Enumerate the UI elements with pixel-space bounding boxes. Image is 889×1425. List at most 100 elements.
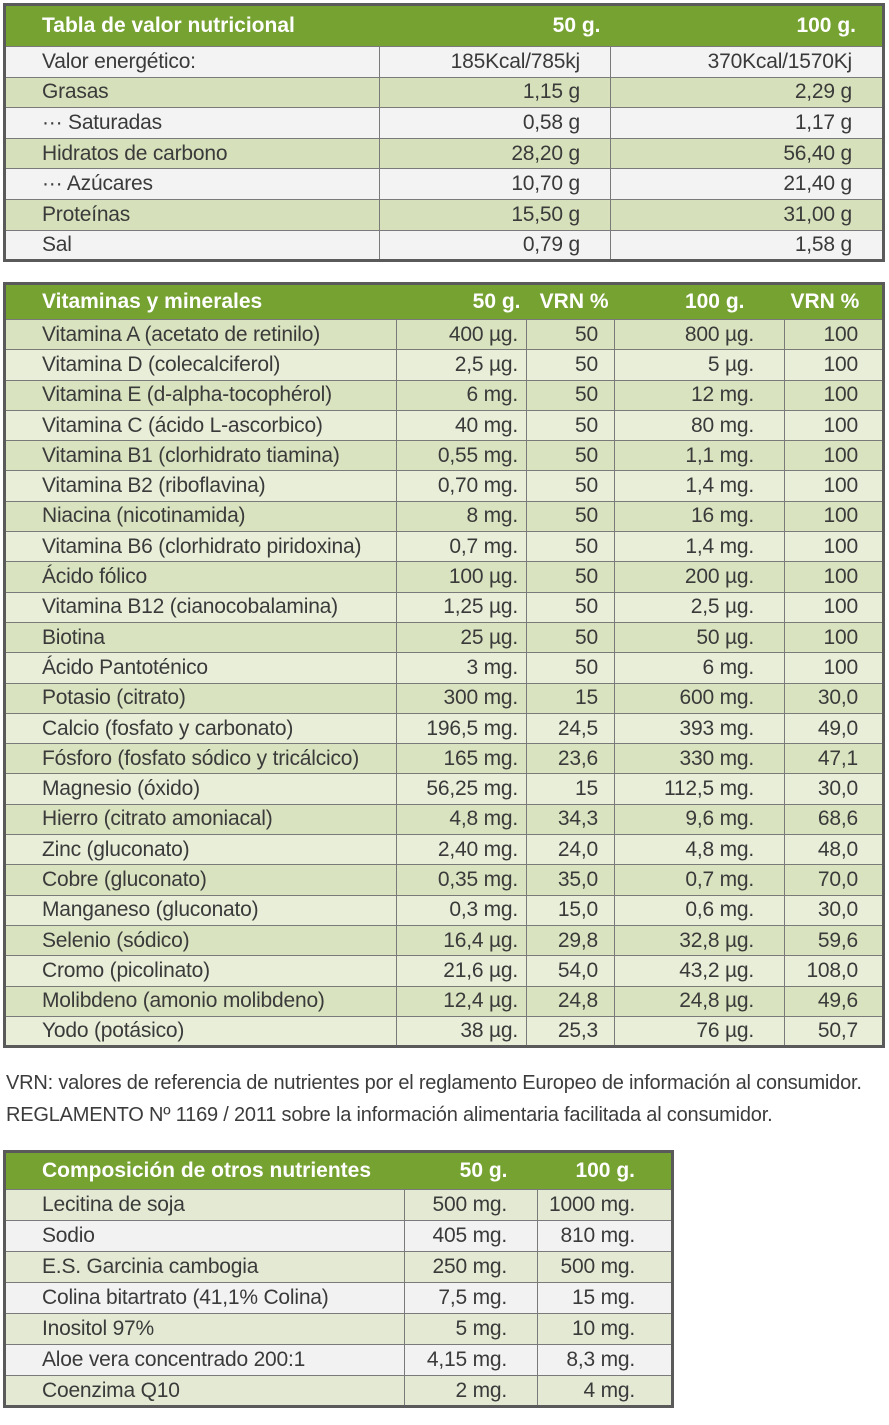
row-value: 810 mg. xyxy=(537,1220,673,1252)
row-value: 500 mg. xyxy=(404,1189,538,1221)
row-value: 100 xyxy=(784,652,884,684)
row-label: Zinc (gluconato) xyxy=(4,834,397,866)
row-value: 10 mg. xyxy=(537,1313,673,1345)
row-value: 4 mg. xyxy=(537,1375,673,1407)
row-value: 196,5 mg. xyxy=(396,712,527,745)
row-value: 8,3 mg. xyxy=(537,1344,673,1376)
row-label: Biotina xyxy=(4,621,397,654)
row-value: 3 mg. xyxy=(396,652,527,684)
row-value: 24,8 µg. xyxy=(614,985,785,1017)
row-value: 600 mg. xyxy=(614,682,785,714)
table-row: Molibdeno (amonio molibdeno) 12,4 µg. 24,8… xyxy=(4,985,884,1017)
row-label: Selenio (sódico) xyxy=(4,924,397,957)
table-row: Potasio (citrato) 300 mg. 15 600 mg. 30,0 xyxy=(4,682,884,714)
row-value: 30,0 xyxy=(784,682,884,714)
row-value: 100 xyxy=(784,470,884,502)
row-label: Valor energético: xyxy=(4,46,380,78)
row-value: 15 mg. xyxy=(537,1282,673,1314)
row-value: 68,6 xyxy=(784,803,884,836)
table-row: ··· Azúcares 10,70 g 21,40 g xyxy=(4,168,884,200)
table-row: Vitamina C (ácido L-ascorbico) 40 mg. 50 80… xyxy=(4,409,884,442)
row-value: 1,25 µg. xyxy=(396,591,527,623)
row-value: 108,0 xyxy=(784,955,884,987)
row-value: 50 xyxy=(526,318,615,351)
table-row: Sodio 405 mg. 810 mg. xyxy=(4,1220,673,1252)
table-row: Ácido Pantoténico 3 mg. 50 6 mg. 100 xyxy=(4,652,884,684)
row-label: Potasio (citrato) xyxy=(4,682,397,714)
row-value: 2,5 µg. xyxy=(396,349,527,381)
row-value: 100 xyxy=(784,440,884,472)
row-value: 100 xyxy=(784,318,884,351)
row-value: 9,6 mg. xyxy=(614,803,785,836)
row-value: 112,5 mg. xyxy=(614,773,785,805)
vitamins-col-vrn-100: VRN % xyxy=(784,283,884,320)
row-value: 32,8 µg. xyxy=(614,924,785,957)
row-label: Molibdeno (amonio molibdeno) xyxy=(4,985,397,1017)
row-value: 200 µg. xyxy=(614,561,785,593)
table-row: Coenzima Q10 2 mg. 4 mg. xyxy=(4,1375,673,1407)
row-value: 0,6 mg. xyxy=(614,894,785,926)
row-value: 10,70 g xyxy=(379,168,611,200)
row-value: 2 mg. xyxy=(404,1375,538,1407)
table-row: Colina bitartrato (41,1% Colina) 7,5 mg. 1… xyxy=(4,1282,673,1314)
row-value: 500 mg. xyxy=(537,1251,673,1283)
row-value: 0,35 mg. xyxy=(396,864,527,896)
row-value: 31,00 g xyxy=(610,198,884,231)
row-value: 400 µg. xyxy=(396,318,527,351)
row-value: 50 xyxy=(526,591,615,623)
table-row: Ácido fólico 100 µg. 50 200 µg. 100 xyxy=(4,561,884,593)
row-value: 4,8 mg. xyxy=(614,834,785,866)
row-value: 370Kcal/1570Kj xyxy=(610,46,884,78)
table-row: Yodo (potásico) 38 µg. 25,3 76 µg. 50,7 xyxy=(4,1015,884,1048)
row-value: 5 mg. xyxy=(404,1313,538,1345)
table-row: Calcio (fosfato y carbonato) 196,5 mg. 24,… xyxy=(4,712,884,745)
row-label: Proteínas xyxy=(4,198,380,231)
row-label: Manganeso (gluconato) xyxy=(4,894,397,926)
row-label: Fósforo (fosfato sódico y tricálcico) xyxy=(4,743,397,775)
row-value: 2,40 mg. xyxy=(396,834,527,866)
row-value: 8 mg. xyxy=(396,500,527,533)
table-row: Vitamina B2 (riboflavina) 0,70 mg. 50 1,4 m… xyxy=(4,470,884,502)
row-value: 1,15 g xyxy=(379,76,611,109)
table-row: Cobre (gluconato) 0,35 mg. 35,0 0,7 mg. 70,0 xyxy=(4,864,884,896)
row-value: 1,4 mg. xyxy=(614,470,785,502)
row-value: 100 xyxy=(784,531,884,563)
table-row: Grasas 1,15 g 2,29 g xyxy=(4,76,884,109)
row-value: 16,4 µg. xyxy=(396,924,527,957)
row-label: Cromo (picolinato) xyxy=(4,955,397,987)
row-value: 56,25 mg. xyxy=(396,773,527,805)
others-col-50g: 50 g. xyxy=(404,1151,538,1190)
vitamins-col-50g: 50 g. xyxy=(396,283,527,320)
row-value: 100 xyxy=(784,621,884,654)
row-value: 29,8 xyxy=(526,924,615,957)
row-label: Vitamina B1 (clorhidrato tiamina) xyxy=(4,440,397,472)
row-label: Vitamina B12 (cianocobalamina) xyxy=(4,591,397,623)
row-value: 100 xyxy=(784,561,884,593)
row-label: Vitamina A (acetato de retinilo) xyxy=(4,318,397,351)
row-label: Vitamina C (ácido L-ascorbico) xyxy=(4,409,397,442)
row-label: ··· Saturadas xyxy=(4,107,380,139)
others-title: Composición de otros nutrientes xyxy=(4,1151,405,1190)
row-value: 43,2 µg. xyxy=(614,955,785,987)
row-value: 50 xyxy=(526,500,615,533)
nutrition-header-row: Tabla de valor nutricional 50 g. 100 g. xyxy=(4,4,884,47)
row-value: 800 µg. xyxy=(614,318,785,351)
row-value: 0,58 g xyxy=(379,107,611,139)
table-row: Proteínas 15,50 g 31,00 g xyxy=(4,198,884,231)
row-label: Coenzima Q10 xyxy=(4,1375,405,1407)
table-row: Vitamina B1 (clorhidrato tiamina) 0,55 mg… xyxy=(4,440,884,472)
table-row: Hidratos de carbono 28,20 g 56,40 g xyxy=(4,137,884,170)
row-label: Lecitina de soja xyxy=(4,1189,405,1221)
row-value: 4,8 mg. xyxy=(396,803,527,836)
row-label: Grasas xyxy=(4,76,380,109)
row-value: 100 xyxy=(784,500,884,533)
row-value: 50 µg. xyxy=(614,621,785,654)
row-label: Hierro (citrato amoniacal) xyxy=(4,803,397,836)
row-value: 25,3 xyxy=(526,1015,615,1048)
vitamins-title: Vitaminas y minerales xyxy=(4,283,397,320)
row-value: 40 mg. xyxy=(396,409,527,442)
other-nutrients-table: Composición de otros nutrientes 50 g. 10… xyxy=(3,1150,674,1408)
table-row: Lecitina de soja 500 mg. 1000 mg. xyxy=(4,1189,673,1221)
row-value: 49,6 xyxy=(784,985,884,1017)
row-label: Calcio (fosfato y carbonato) xyxy=(4,712,397,745)
